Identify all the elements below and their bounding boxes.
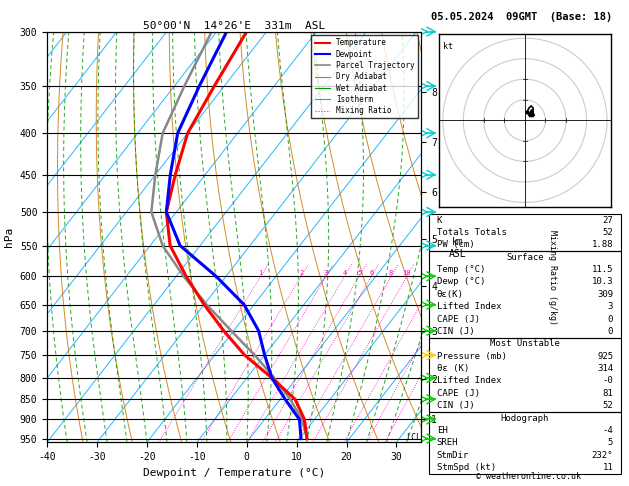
Title: 50°00'N  14°26'E  331m  ASL: 50°00'N 14°26'E 331m ASL xyxy=(143,21,325,31)
Legend: Temperature, Dewpoint, Parcel Trajectory, Dry Adiabat, Wet Adiabat, Isotherm, Mi: Temperature, Dewpoint, Parcel Trajectory… xyxy=(311,35,418,118)
Text: 3: 3 xyxy=(324,270,328,277)
Text: EH: EH xyxy=(437,426,447,435)
Text: kt: kt xyxy=(443,42,453,51)
Text: 0: 0 xyxy=(608,314,613,324)
Text: 3: 3 xyxy=(608,302,613,311)
Text: CIN (J): CIN (J) xyxy=(437,401,474,410)
Text: 232°: 232° xyxy=(592,451,613,460)
Text: Lifted Index: Lifted Index xyxy=(437,377,501,385)
Text: 10: 10 xyxy=(403,270,411,277)
Text: θε (K): θε (K) xyxy=(437,364,469,373)
Text: SREH: SREH xyxy=(437,438,458,448)
Text: 11.5: 11.5 xyxy=(592,265,613,274)
Text: PW (cm): PW (cm) xyxy=(437,240,474,249)
Text: Hodograph: Hodograph xyxy=(501,414,549,423)
Text: Mixing Ratio (g/kg): Mixing Ratio (g/kg) xyxy=(548,230,557,326)
Text: -0: -0 xyxy=(603,377,613,385)
Text: 05.05.2024  09GMT  (Base: 18): 05.05.2024 09GMT (Base: 18) xyxy=(431,12,612,22)
Y-axis label: hPa: hPa xyxy=(4,227,14,247)
Bar xyxy=(429,412,621,474)
Text: θε(K): θε(K) xyxy=(437,290,464,299)
Text: 1: 1 xyxy=(259,270,263,277)
Bar xyxy=(429,251,621,338)
Y-axis label: km
ASL: km ASL xyxy=(449,237,467,259)
Text: 5: 5 xyxy=(608,438,613,448)
Text: 309: 309 xyxy=(597,290,613,299)
Text: 81: 81 xyxy=(603,389,613,398)
Text: CIN (J): CIN (J) xyxy=(437,327,474,336)
Text: Dewp (°C): Dewp (°C) xyxy=(437,278,485,286)
Text: Temp (°C): Temp (°C) xyxy=(437,265,485,274)
Text: 27: 27 xyxy=(603,215,613,225)
Text: © weatheronline.co.uk: © weatheronline.co.uk xyxy=(476,472,581,481)
Text: 10.3: 10.3 xyxy=(592,278,613,286)
Bar xyxy=(429,338,621,412)
Text: -4: -4 xyxy=(603,426,613,435)
Text: Most Unstable: Most Unstable xyxy=(490,339,560,348)
Text: Totals Totals: Totals Totals xyxy=(437,228,506,237)
Text: 314: 314 xyxy=(597,364,613,373)
Bar xyxy=(429,214,621,251)
Text: 8: 8 xyxy=(389,270,393,277)
Text: StmDir: StmDir xyxy=(437,451,469,460)
Text: 1.88: 1.88 xyxy=(592,240,613,249)
Text: 52: 52 xyxy=(603,401,613,410)
Text: 0: 0 xyxy=(608,327,613,336)
Text: 11: 11 xyxy=(603,463,613,472)
Text: 2: 2 xyxy=(299,270,303,277)
Text: StmSpd (kt): StmSpd (kt) xyxy=(437,463,496,472)
X-axis label: Dewpoint / Temperature (°C): Dewpoint / Temperature (°C) xyxy=(143,468,325,478)
Text: LCL: LCL xyxy=(406,433,421,442)
Text: 6: 6 xyxy=(369,270,374,277)
Text: CAPE (J): CAPE (J) xyxy=(437,314,480,324)
Text: Lifted Index: Lifted Index xyxy=(437,302,501,311)
Text: 52: 52 xyxy=(603,228,613,237)
Text: 4: 4 xyxy=(342,270,347,277)
Text: Pressure (mb): Pressure (mb) xyxy=(437,352,506,361)
Text: 5: 5 xyxy=(357,270,361,277)
Text: Surface: Surface xyxy=(506,253,543,261)
Text: K: K xyxy=(437,215,442,225)
Text: 925: 925 xyxy=(597,352,613,361)
Text: CAPE (J): CAPE (J) xyxy=(437,389,480,398)
